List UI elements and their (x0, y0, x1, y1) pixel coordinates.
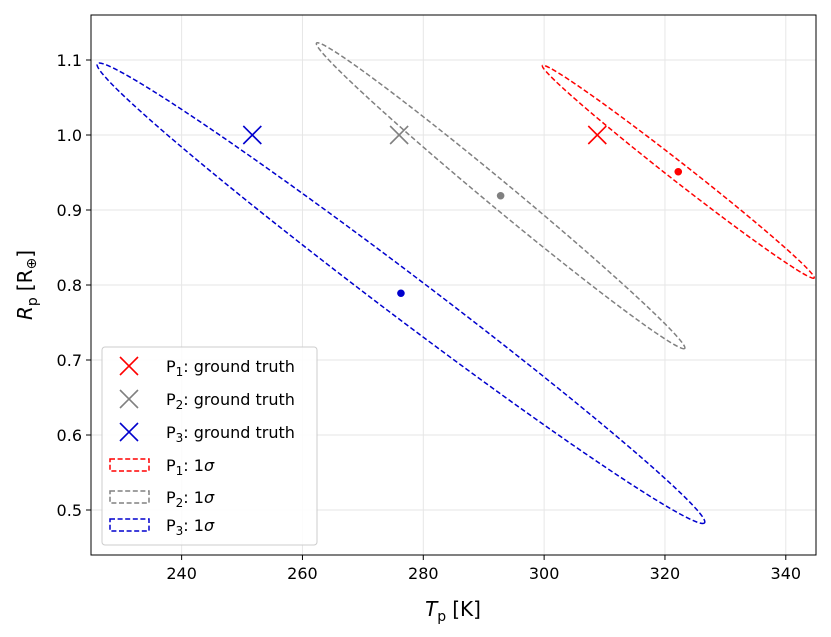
y-tick-label: 0.7 (57, 351, 82, 370)
x-tick-label: 300 (529, 564, 560, 583)
legend: P1: ground truth P2: ground truth P3: grou… (101, 346, 318, 546)
legend-cross-icon (119, 422, 139, 442)
ellipse-1sigma-p1 (541, 64, 815, 280)
legend-box (101, 346, 318, 546)
x-axis-label-unit: [K] (452, 597, 481, 621)
legend-label: P3: ground truth (166, 423, 295, 445)
x-axis-label-symbol: T (425, 597, 439, 621)
ellipse-1sigma-p3 (96, 62, 706, 525)
legend-label: P3: 1σ (166, 516, 215, 538)
y-axis-label-subscript: p (25, 297, 41, 306)
legend-item: P1: 1σ (109, 456, 215, 478)
legend-cross-icon (119, 389, 139, 409)
legend-item: P2: ground truth (119, 389, 295, 412)
y-tick-label: 0.9 (57, 201, 82, 220)
legend-label: P2: 1σ (166, 488, 215, 510)
ground-truth-marker-p2 (389, 125, 409, 145)
legend-cross-icon (119, 356, 139, 376)
legend-label: P1: ground truth (166, 357, 295, 379)
x-axis: 240 260 280 300 320 340 (166, 555, 801, 583)
y-axis-label: Rp [R⊕] (13, 250, 41, 320)
points (242, 125, 683, 298)
estimate-point-p2 (496, 191, 505, 200)
x-tick-label: 340 (771, 564, 802, 583)
x-tick-label: 320 (650, 564, 681, 583)
y-tick-label: 0.8 (57, 276, 82, 295)
legend-item: P3: 1σ (109, 516, 215, 538)
y-tick-label: 1.0 (57, 126, 82, 145)
y-tick-label: 0.5 (57, 501, 82, 520)
ellipse-1sigma-p2 (315, 41, 686, 350)
legend-ellipse-icon (109, 518, 150, 532)
ground-truth-marker-p1 (587, 125, 607, 145)
legend-label: P2: ground truth (166, 390, 295, 412)
ellipses (96, 41, 815, 525)
estimate-point-p1 (674, 167, 683, 176)
y-axis: 0.5 0.6 0.7 0.8 0.9 1.0 1.1 (57, 51, 91, 520)
x-tick-label: 280 (408, 564, 439, 583)
x-tick-label: 260 (287, 564, 318, 583)
x-tick-label: 240 (166, 564, 197, 583)
y-axis-label-unit-close: ] (13, 250, 37, 258)
estimate-point-p3 (397, 289, 405, 298)
y-axis-label-symbol: R (13, 306, 37, 320)
legend-item: P3: ground truth (119, 422, 295, 445)
y-axis-label-unit-sub: ⊕ (24, 258, 40, 270)
x-axis-label-subscript: p (437, 609, 446, 625)
cross-stroke (389, 125, 409, 145)
legend-label: P1: 1σ (166, 456, 215, 478)
y-tick-label: 0.6 (57, 426, 82, 445)
ground-truth-marker-p3 (242, 125, 262, 145)
cross-stroke (587, 125, 607, 145)
legend-item: P1: ground truth (119, 356, 295, 379)
cross-stroke (242, 125, 262, 145)
legend-item: P2: 1σ (109, 488, 215, 510)
y-tick-label: 1.1 (57, 51, 82, 70)
y-axis-label-unit-open: [R (13, 269, 37, 291)
legend-ellipse-icon (109, 458, 150, 472)
x-axis-label: Tp [K] (425, 597, 481, 625)
legend-ellipse-icon (109, 490, 150, 504)
